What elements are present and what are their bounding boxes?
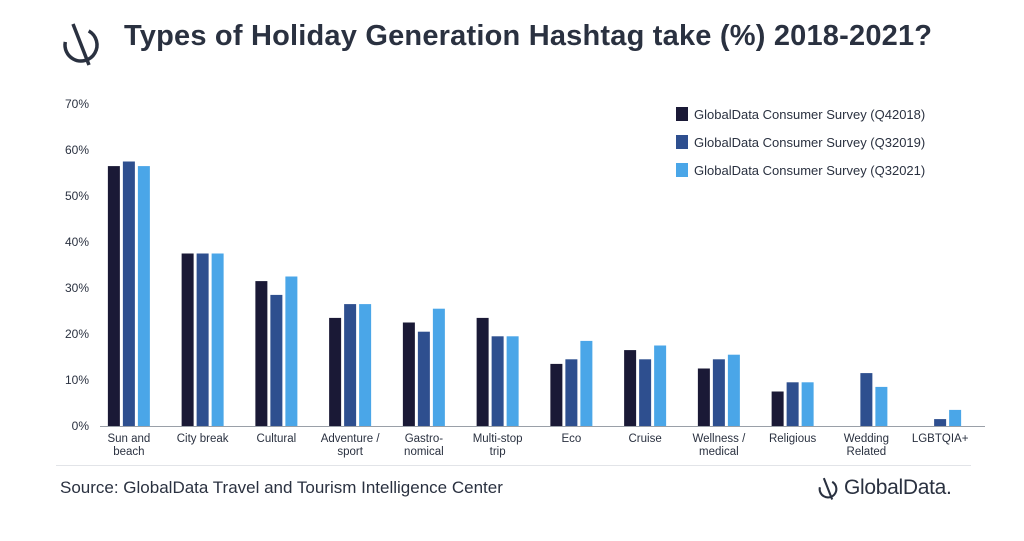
bar-3 — [801, 382, 814, 426]
globaldata-logo-icon — [63, 23, 99, 66]
bar-2 — [786, 382, 799, 426]
x-tick-label-line: Adventure / — [321, 433, 381, 445]
chart-title: Types of Holiday Generation Hashtag take… — [124, 20, 933, 52]
x-tick-label: LGBTQIA+ — [912, 433, 969, 445]
bar-3 — [359, 304, 372, 426]
legend-label-1: GlobalData Consumer Survey (Q42018) — [694, 107, 925, 122]
bar-1 — [107, 166, 120, 426]
bar-2 — [270, 294, 283, 426]
y-tick-label: 30% — [65, 281, 89, 295]
x-tick-label-line: Eco — [561, 433, 581, 445]
legend-swatch-2 — [676, 135, 688, 149]
bar-1 — [697, 368, 710, 426]
x-tick-label-line: nomical — [404, 446, 444, 458]
x-tick-label: City break — [177, 433, 229, 445]
bar-1 — [624, 350, 637, 426]
x-tick-label: Cruise — [629, 433, 662, 445]
y-tick-label: 40% — [65, 235, 89, 249]
bar-1 — [181, 253, 194, 426]
x-tick-label: Cultural — [257, 433, 297, 445]
brand-name: GlobalData. — [844, 476, 952, 499]
x-tick-label-line: medical — [699, 446, 739, 458]
bar-3 — [432, 308, 445, 426]
y-tick-label: 20% — [65, 327, 89, 341]
x-tick-label: Religious — [769, 433, 817, 445]
bar-1 — [550, 363, 563, 426]
legend-swatch-1 — [676, 107, 688, 121]
bar-chart: 0% 10% 20% 30% 40% 50% 60% 70% Sun and beach City … — [65, 97, 985, 458]
x-tick-label-line: Wedding — [844, 433, 889, 445]
bar-3 — [875, 386, 888, 426]
x-tick-label: Adventure / sport — [321, 433, 381, 458]
source-note: Source: GlobalData Travel and Tourism In… — [60, 478, 503, 497]
x-tick-label: Eco — [561, 433, 581, 445]
bar-2 — [639, 359, 652, 426]
bar-3 — [285, 276, 298, 426]
bar-2 — [934, 419, 947, 426]
x-tick-label: Sun and beach — [107, 433, 150, 458]
bar-3 — [949, 409, 962, 426]
x-tick-label-line: sport — [337, 446, 363, 458]
bar-3 — [580, 340, 593, 426]
x-tick-label-line: Cruise — [629, 433, 662, 445]
bar-1 — [255, 281, 268, 426]
legend-label-2: GlobalData Consumer Survey (Q32019) — [694, 135, 925, 150]
x-tick-label: Gastro-nomical — [404, 433, 444, 458]
bar-2 — [860, 373, 873, 426]
bar-3 — [211, 253, 224, 426]
bar-2 — [344, 304, 357, 426]
bar-3 — [137, 166, 150, 426]
x-tick-label-line: Gastro- — [405, 433, 444, 445]
x-tick-label: Multi-stop trip — [473, 433, 523, 458]
x-tick-label-line: Cultural — [257, 433, 297, 445]
x-tick-label-line: LGBTQIA+ — [912, 433, 969, 445]
divider — [56, 465, 971, 466]
x-tick-label-line: Wellness / — [692, 433, 746, 445]
bar-2 — [712, 359, 725, 426]
y-tick-label: 10% — [65, 373, 89, 387]
brand-logo: GlobalData. — [816, 470, 952, 506]
bar-2 — [122, 161, 135, 426]
bar-3 — [506, 336, 519, 426]
bar-2 — [565, 359, 578, 426]
bar-2 — [196, 253, 209, 426]
bar-1 — [329, 317, 342, 426]
globaldata-brand-icon — [818, 477, 838, 500]
y-tick-label: 0% — [72, 419, 90, 433]
x-tick-label-line: beach — [113, 446, 144, 458]
x-tick-label: Wedding Related — [844, 433, 889, 458]
x-tick-label-line: trip — [490, 446, 506, 458]
bar-3 — [727, 354, 740, 426]
x-tick-label-line: Religious — [769, 433, 817, 445]
bar-1 — [402, 322, 415, 426]
bar-2 — [491, 336, 504, 426]
bar-3 — [654, 345, 667, 426]
bar-1 — [476, 317, 489, 426]
x-tick-label-line: Sun and — [107, 433, 150, 445]
legend-swatch-3 — [676, 163, 688, 177]
y-tick-label: 50% — [65, 189, 89, 203]
legend-label-3: GlobalData Consumer Survey (Q32021) — [694, 163, 925, 178]
x-tick-label: Wellness / medical — [692, 433, 746, 458]
x-tick-label-line: Multi-stop — [473, 433, 523, 445]
bar-2 — [417, 331, 430, 426]
x-tick-label-line: City break — [177, 433, 229, 445]
y-tick-label: 70% — [65, 97, 89, 111]
bar-1 — [771, 391, 784, 426]
y-tick-label: 60% — [65, 143, 89, 157]
x-tick-label-line: Related — [847, 446, 887, 458]
